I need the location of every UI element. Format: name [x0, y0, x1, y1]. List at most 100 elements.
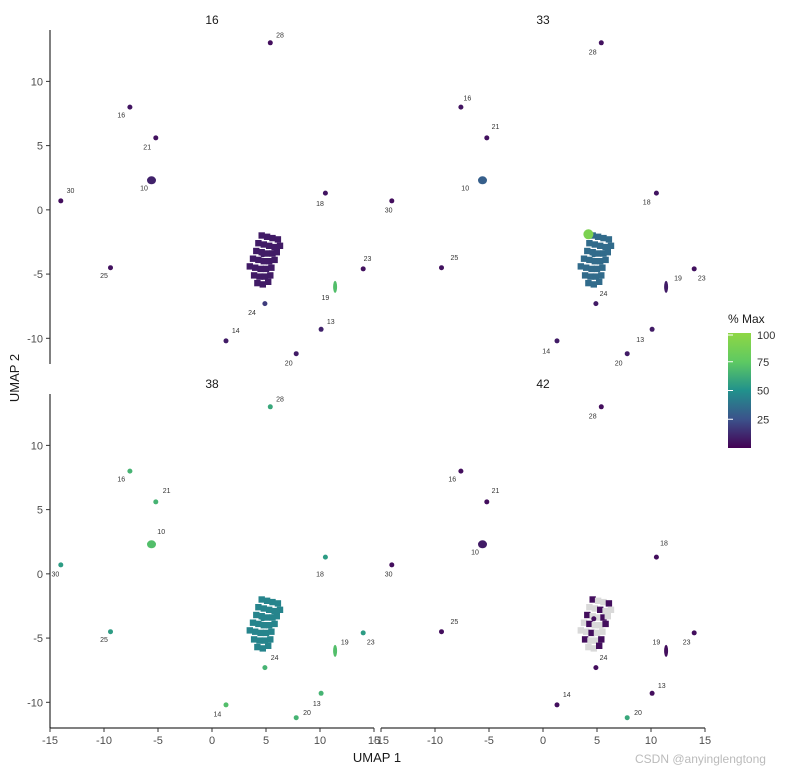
central-cloud-point	[600, 614, 607, 621]
central-cloud-point	[265, 642, 272, 649]
central-cloud-point	[592, 637, 600, 644]
central-cloud-point	[254, 279, 261, 287]
cluster-point	[333, 280, 338, 293]
central-cloud-point	[600, 250, 607, 257]
central-cloud-point	[269, 250, 276, 257]
central-cloud-point	[255, 240, 262, 247]
cluster-point	[153, 135, 159, 141]
x-tick-label: 5	[594, 735, 600, 747]
cluster-point	[484, 499, 490, 505]
central-cloud-point	[269, 598, 276, 606]
central-cloud-point	[259, 645, 266, 652]
cluster-point	[439, 265, 444, 271]
cluster-point	[389, 198, 395, 204]
cluster-point	[147, 540, 156, 549]
cluster-point	[147, 176, 156, 185]
central-cloud-point	[271, 620, 278, 628]
central-cloud-point	[271, 256, 278, 264]
central-cloud-point	[268, 628, 275, 635]
y-axis-title: UMAP 2	[7, 354, 22, 402]
panel-1-points	[58, 40, 366, 357]
central-cloud-point	[271, 243, 278, 251]
central-cloud-point	[258, 596, 265, 603]
cluster-label: 18	[316, 201, 324, 208]
panel-title-3: 38	[205, 377, 219, 391]
central-cloud-point	[273, 613, 280, 620]
central-cloud-point	[269, 614, 276, 621]
y-tick-label: 5	[37, 505, 43, 517]
y-tick-label: 10	[31, 76, 43, 88]
central-cloud-point	[590, 281, 597, 288]
central-cloud-point	[589, 249, 596, 256]
cluster-point	[649, 690, 655, 696]
cluster-label: 19	[322, 295, 330, 302]
central-cloud-point	[605, 600, 613, 607]
panel-4-points	[389, 404, 697, 721]
central-cloud-point	[591, 622, 598, 629]
y-tick-label: 0	[37, 569, 43, 581]
panel-title-4: 42	[536, 377, 550, 391]
x-tick-label: -10	[96, 735, 112, 747]
central-cloud-point	[591, 241, 598, 248]
cluster-label: 13	[658, 683, 666, 690]
central-cloud-point	[268, 264, 275, 271]
facet-panel-3: 38 28 16 21 10 30 18 25 19 23 24 13 14 20	[52, 377, 375, 721]
legend-ticks: 25 50 75 100	[728, 330, 775, 426]
central-cloud-point	[269, 234, 276, 242]
central-cloud-point	[594, 233, 602, 240]
cluster-point	[598, 404, 604, 410]
cluster-point	[260, 252, 266, 258]
x-tick-label: -15	[42, 735, 58, 747]
central-cloud-point	[600, 598, 607, 606]
central-cloud-point	[246, 627, 253, 634]
central-cloud-point	[266, 622, 273, 629]
cluster-label: 23	[683, 640, 691, 647]
legend-title: % Max	[728, 312, 765, 326]
central-cloud-point	[256, 273, 263, 280]
central-cloud-point	[596, 642, 603, 649]
x-tick-label: -10	[427, 735, 443, 747]
cluster-label: 30	[385, 207, 393, 214]
cluster-label: 20	[303, 710, 311, 717]
central-cloud-point	[260, 622, 267, 629]
y-tick-label: 0	[37, 205, 43, 217]
central-cloud-point	[262, 629, 270, 637]
central-cloud-point	[258, 232, 265, 239]
cluster-point	[591, 616, 597, 622]
cluster-point	[262, 665, 268, 671]
central-cloud-point	[588, 265, 595, 273]
x-tick-label: -15	[373, 735, 389, 747]
facet-panel-2: 33 28 16 21 10 30 18 25 19 23 24 13 14 20	[385, 13, 706, 367]
central-cloud-point	[258, 249, 265, 256]
central-cloud-point	[591, 258, 598, 265]
cluster-label: 21	[492, 488, 500, 495]
central-cloud-point	[596, 278, 603, 285]
legend-tick-label: 100	[757, 330, 775, 342]
cluster-label: 13	[313, 701, 321, 708]
central-cloud-point	[263, 233, 271, 240]
cluster-label: 20	[615, 360, 623, 367]
central-cloud-point	[584, 611, 591, 619]
x-tick-label: 0	[540, 735, 546, 747]
cluster-label: 20	[634, 710, 642, 717]
central-cloud-point	[577, 263, 584, 270]
panel-3-cluster-labels: 28 16 21 10 30 18 25 19 23 24 13 14 20	[52, 397, 375, 719]
central-cloud-point	[255, 620, 262, 628]
cluster-label: 14	[232, 328, 240, 335]
cluster-point	[322, 554, 328, 560]
cluster-label: 14	[214, 711, 222, 718]
central-cloud-point	[263, 250, 271, 257]
central-cloud-point	[602, 243, 609, 251]
central-cloud-point	[589, 613, 596, 620]
y-tick-label: -5	[33, 269, 43, 281]
cluster-label: 30	[67, 188, 75, 195]
central-cloud-point	[254, 643, 261, 651]
legend-tick-label: 25	[757, 414, 769, 426]
x-axis-ticks: -15 -10 -5 0 5 10 15-15 -10 -5 0 5 10 15	[42, 728, 711, 747]
cluster-point	[260, 616, 266, 622]
panel-4-cluster-labels: 28 16 21 10 30 18 25 19 23 24 13 14 20	[385, 413, 691, 717]
central-cloud-point	[258, 613, 265, 620]
cluster-point	[108, 265, 113, 271]
cluster-label: 10	[461, 186, 469, 193]
cluster-point	[262, 301, 268, 307]
